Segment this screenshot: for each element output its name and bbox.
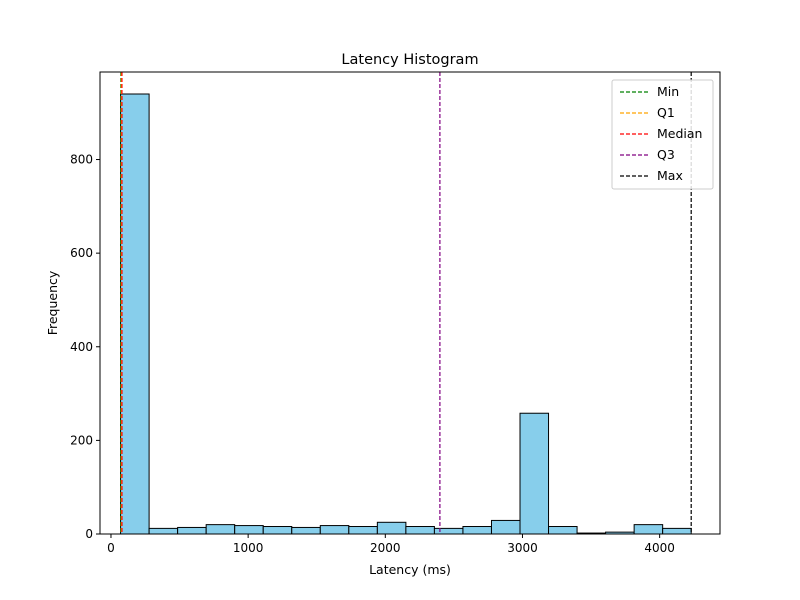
legend-label: Q3 [657, 147, 675, 162]
histogram-bar [205, 524, 236, 535]
y-axis-label: Frequency [45, 270, 60, 335]
x-tick-label: 3000 [507, 541, 538, 555]
reference-lines-layer [120, 72, 692, 534]
histogram-bar [348, 526, 378, 535]
legend-box [611, 79, 714, 190]
histogram-bar [148, 527, 179, 535]
legend: Min Q1 Median Q3 Max [611, 79, 714, 190]
x-axis-label: Latency (ms) [369, 562, 451, 577]
histogram-bar [405, 526, 435, 535]
x-axis-ticks: 0 1000 2000 3000 4000 [107, 534, 675, 555]
y-tick-label: 400 [70, 340, 93, 354]
y-axis-ticks: 0 200 400 600 800 [70, 153, 100, 541]
y-tick-label: 0 [85, 527, 93, 541]
histogram-bar [291, 526, 321, 535]
x-tick-label: 2000 [370, 541, 401, 555]
x-tick-label: 4000 [644, 541, 675, 555]
x-tick-label: 0 [107, 541, 115, 555]
histogram-bar [462, 526, 492, 535]
histogram-bar [319, 525, 350, 535]
histogram-bar [262, 526, 293, 535]
histogram-bar [519, 412, 550, 535]
x-tick-label: 1000 [233, 541, 264, 555]
histogram-bar [433, 527, 464, 535]
histogram-bar [662, 527, 692, 535]
bars-layer [120, 93, 692, 535]
histogram-bar [120, 93, 150, 535]
y-tick-label: 200 [70, 433, 93, 447]
y-tick-label: 800 [70, 153, 93, 167]
legend-label: Max [657, 168, 683, 183]
legend-label: Min [657, 84, 679, 99]
histogram-bar [376, 521, 407, 535]
histogram-bar [490, 519, 521, 535]
legend-label: Median [657, 126, 702, 141]
plot-frame [99, 71, 721, 535]
histogram-bar [234, 525, 264, 535]
chart-title: Latency Histogram [341, 52, 478, 68]
histogram-bar [633, 524, 664, 535]
histogram-bar [177, 526, 207, 535]
y-tick-label: 600 [70, 246, 93, 260]
histogram-bar [548, 526, 578, 535]
legend-label: Q1 [657, 105, 675, 120]
